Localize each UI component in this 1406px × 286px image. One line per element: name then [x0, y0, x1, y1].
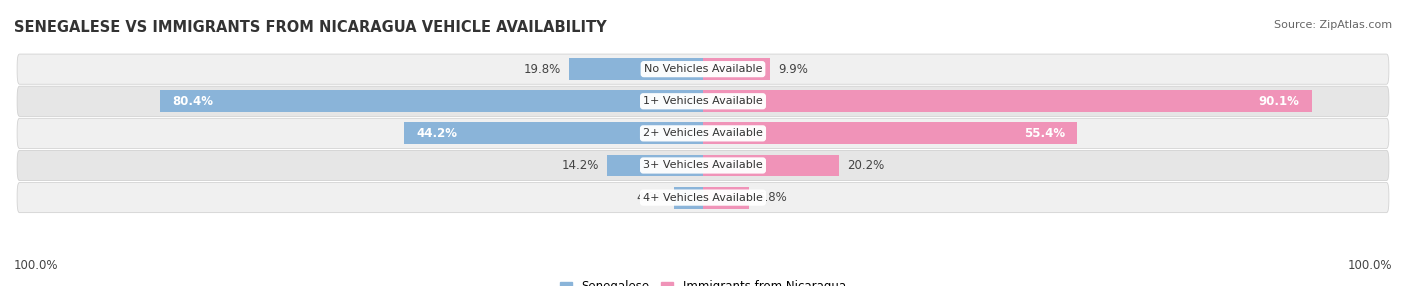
Text: 3+ Vehicles Available: 3+ Vehicles Available: [643, 160, 763, 170]
Text: 20.2%: 20.2%: [848, 159, 884, 172]
Text: 6.8%: 6.8%: [756, 191, 787, 204]
Bar: [569, 58, 703, 80]
Bar: [703, 58, 770, 80]
Text: SENEGALESE VS IMMIGRANTS FROM NICARAGUA VEHICLE AVAILABILITY: SENEGALESE VS IMMIGRANTS FROM NICARAGUA …: [14, 20, 606, 35]
Text: 4.3%: 4.3%: [636, 191, 666, 204]
Bar: [703, 90, 1312, 112]
Text: 100.0%: 100.0%: [1347, 259, 1392, 273]
Text: 80.4%: 80.4%: [172, 95, 214, 108]
Text: 100.0%: 100.0%: [14, 259, 59, 273]
Bar: [703, 154, 839, 176]
Text: Source: ZipAtlas.com: Source: ZipAtlas.com: [1274, 20, 1392, 30]
Bar: [703, 187, 749, 208]
Text: 4+ Vehicles Available: 4+ Vehicles Available: [643, 192, 763, 202]
Text: 14.2%: 14.2%: [561, 159, 599, 172]
Bar: [607, 154, 703, 176]
Bar: [673, 187, 703, 208]
FancyBboxPatch shape: [17, 118, 1389, 148]
Text: 44.2%: 44.2%: [416, 127, 457, 140]
FancyBboxPatch shape: [17, 182, 1389, 213]
Text: 2+ Vehicles Available: 2+ Vehicles Available: [643, 128, 763, 138]
Bar: [405, 122, 703, 144]
Text: 19.8%: 19.8%: [524, 63, 561, 76]
Text: 9.9%: 9.9%: [778, 63, 808, 76]
Text: 1+ Vehicles Available: 1+ Vehicles Available: [643, 96, 763, 106]
Text: 90.1%: 90.1%: [1258, 95, 1299, 108]
Bar: [160, 90, 703, 112]
Text: 55.4%: 55.4%: [1024, 127, 1064, 140]
Legend: Senegalese, Immigrants from Nicaragua: Senegalese, Immigrants from Nicaragua: [555, 276, 851, 286]
FancyBboxPatch shape: [17, 86, 1389, 116]
FancyBboxPatch shape: [17, 54, 1389, 84]
FancyBboxPatch shape: [17, 150, 1389, 180]
Bar: [703, 122, 1077, 144]
Text: No Vehicles Available: No Vehicles Available: [644, 64, 762, 74]
